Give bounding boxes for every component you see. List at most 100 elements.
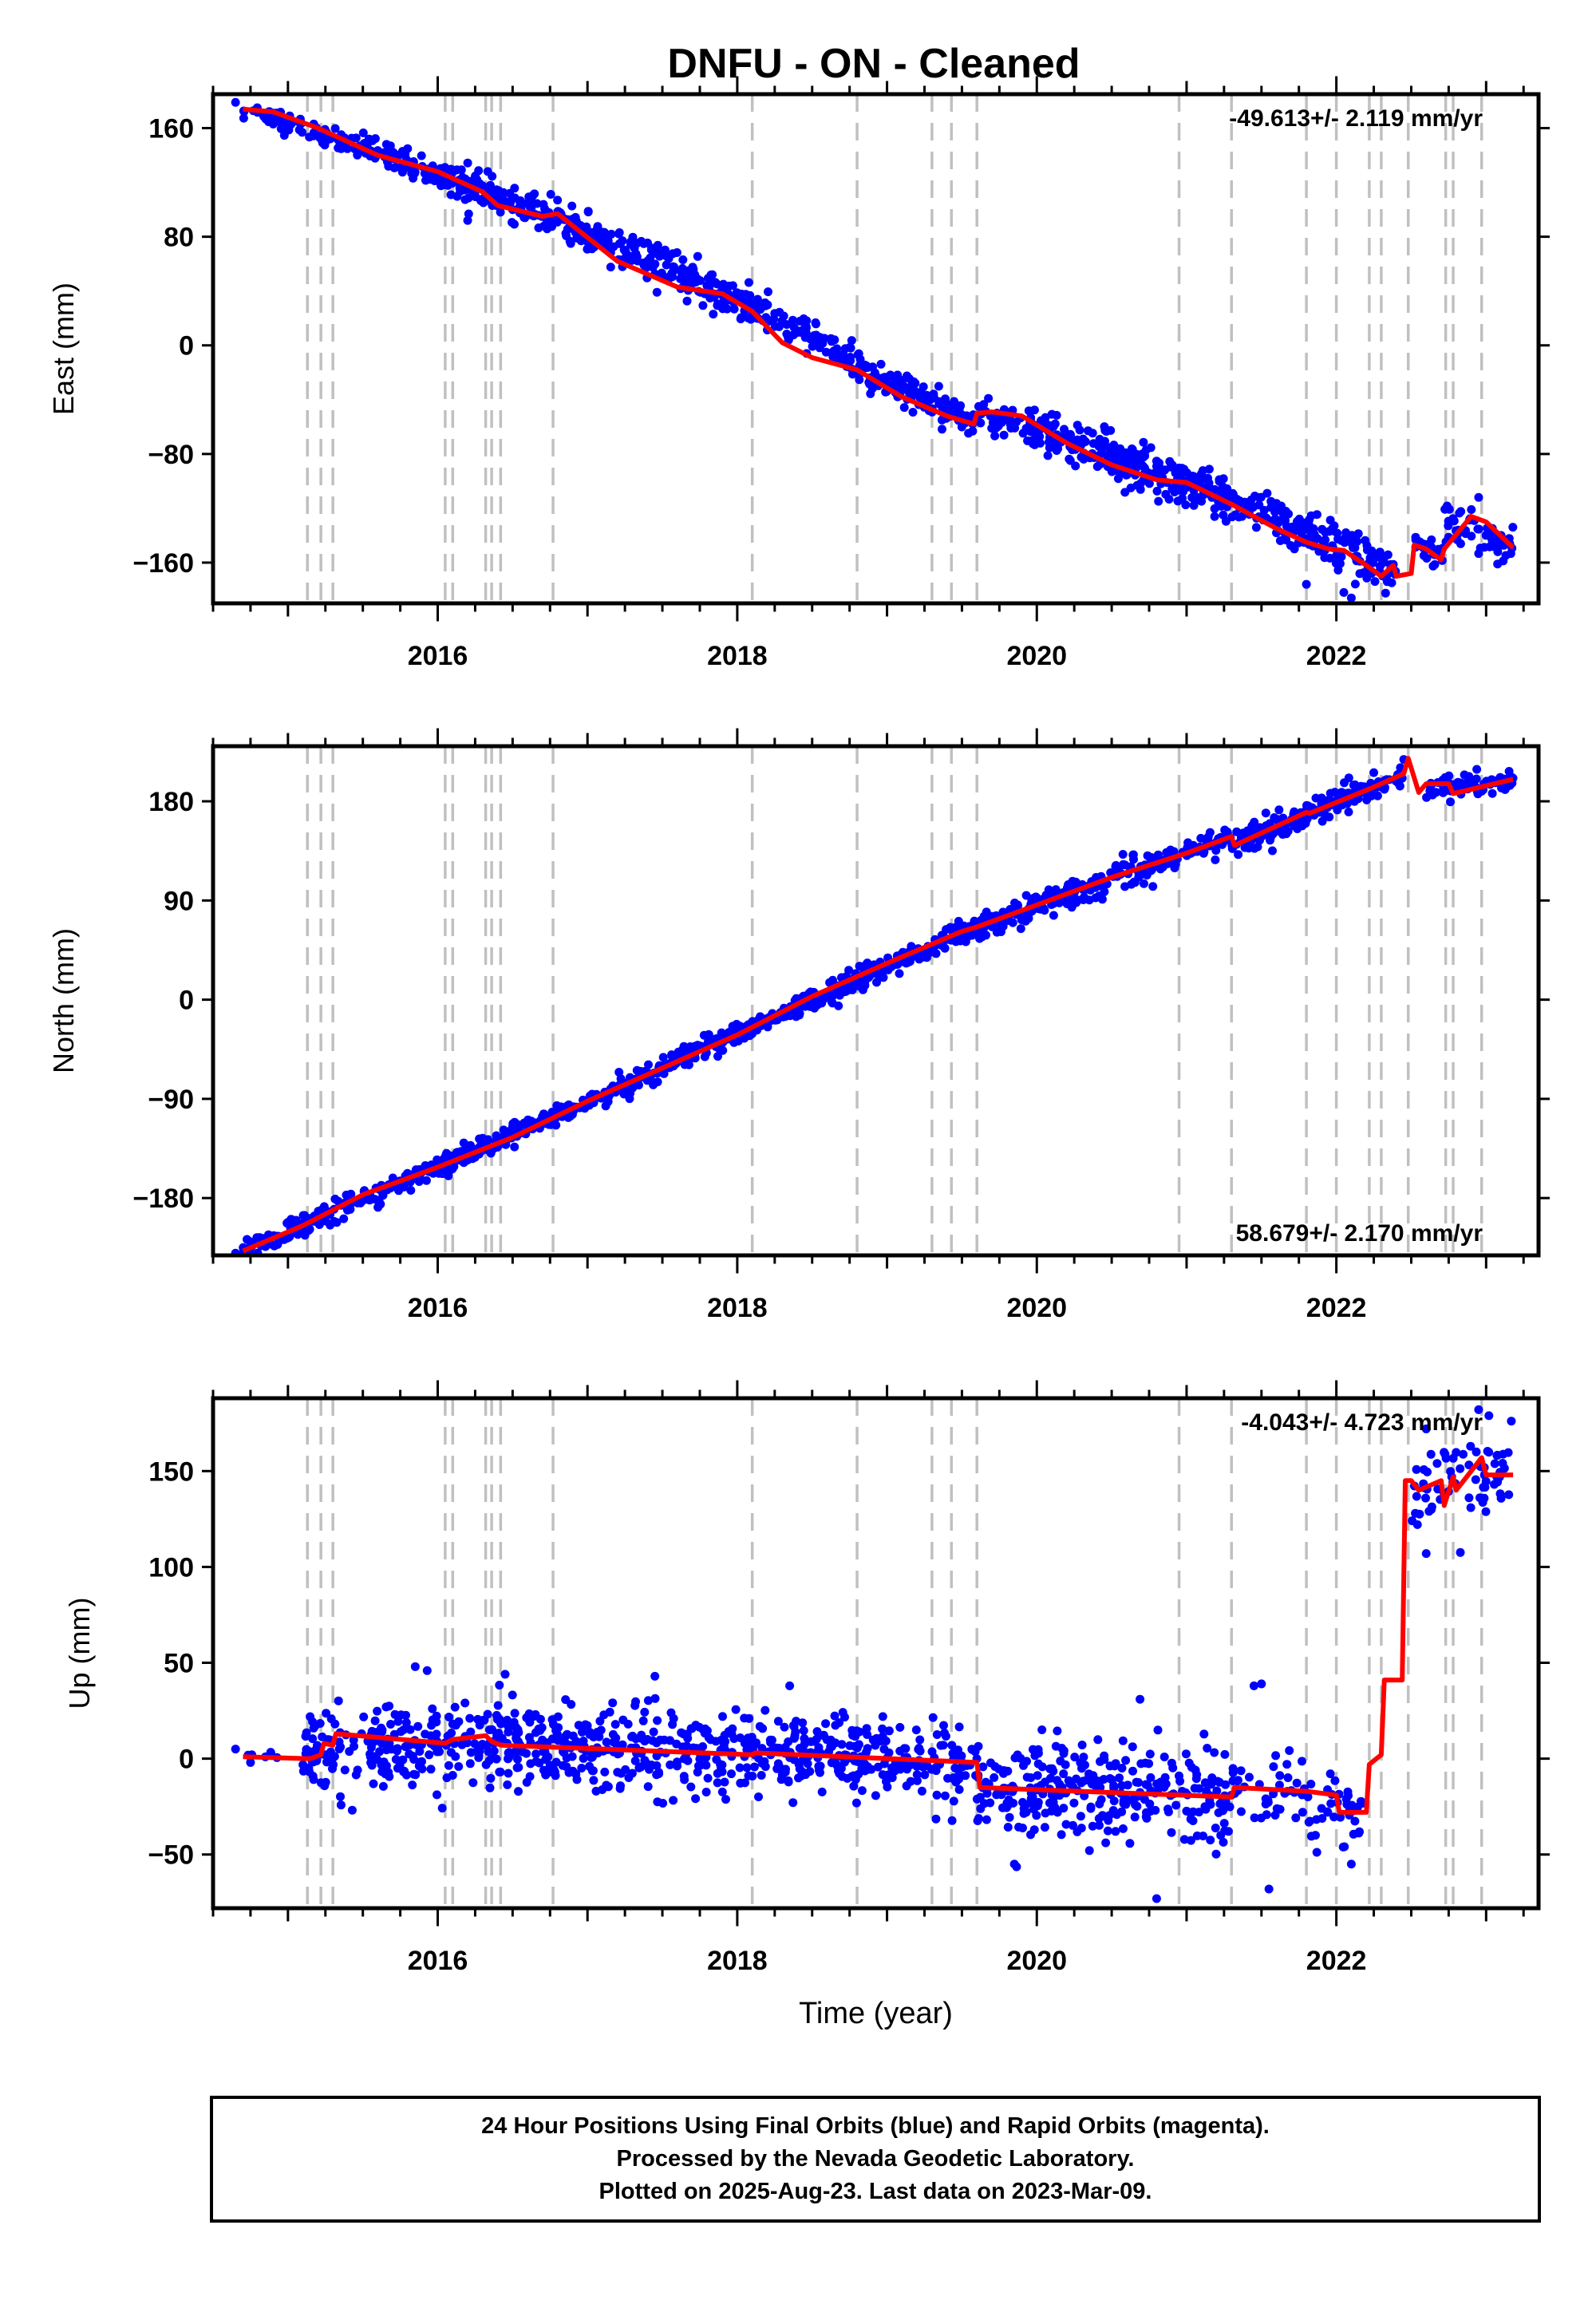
observation-point — [512, 1729, 521, 1739]
observation-point — [367, 1726, 377, 1736]
observation-point — [740, 1713, 749, 1723]
observation-point — [1068, 900, 1077, 910]
observation-point — [377, 1725, 387, 1735]
observation-point — [1001, 1803, 1011, 1812]
observation-point — [1032, 895, 1041, 904]
footer-frame — [210, 2096, 1541, 2223]
observation-point — [496, 1767, 505, 1777]
observation-point — [669, 1713, 678, 1723]
observation-point — [1093, 1735, 1103, 1745]
y-tick-label: 160 — [148, 114, 194, 144]
observation-point — [719, 1741, 729, 1750]
observation-point — [872, 1733, 881, 1743]
observation-point — [1145, 1799, 1155, 1808]
observation-point — [717, 1767, 727, 1777]
observation-point — [426, 1765, 436, 1774]
observation-point — [666, 1760, 675, 1769]
observation-point — [713, 1052, 722, 1061]
observation-point — [1009, 1860, 1019, 1869]
observation-point — [1432, 1459, 1442, 1468]
observation-point — [805, 1767, 815, 1777]
observation-point — [454, 1762, 464, 1771]
observation-point — [1164, 495, 1174, 504]
observation-point — [917, 1786, 926, 1796]
observation-point — [1283, 827, 1293, 836]
observation-point — [1479, 1483, 1488, 1492]
observation-point — [1028, 1792, 1037, 1802]
observation-point — [1112, 447, 1121, 456]
observation-point — [902, 958, 911, 968]
observation-point — [1381, 588, 1390, 598]
observation-point — [409, 173, 418, 183]
observation-point — [1110, 1761, 1120, 1771]
observation-point — [1097, 895, 1107, 904]
observation-point — [1329, 1812, 1339, 1822]
observation-point — [406, 1186, 416, 1195]
observation-point — [704, 1733, 713, 1742]
observation-point — [1250, 817, 1259, 827]
observation-point — [1272, 499, 1281, 508]
observation-point — [1298, 1808, 1307, 1817]
x-tick-label: 2022 — [1306, 1293, 1367, 1323]
observation-point — [1207, 1780, 1216, 1789]
observation-point — [1203, 1744, 1212, 1753]
observation-point — [1325, 553, 1335, 563]
observation-point — [504, 1769, 513, 1778]
observation-point — [1216, 501, 1226, 511]
observation-point — [746, 314, 756, 324]
observation-point — [817, 1787, 827, 1796]
observation-point — [1440, 1448, 1449, 1457]
observation-point — [401, 1718, 411, 1727]
observation-point — [1228, 1768, 1238, 1777]
observation-point — [764, 287, 772, 297]
observation-point — [1317, 1804, 1326, 1813]
observation-point — [1065, 454, 1074, 464]
observation-point — [509, 1717, 519, 1727]
observation-point — [931, 1762, 941, 1772]
observation-point — [1049, 911, 1058, 920]
observation-point — [1257, 1679, 1266, 1689]
observation-point — [463, 158, 472, 168]
observation-point — [1297, 528, 1306, 538]
observation-point — [422, 1666, 432, 1675]
observation-point — [1341, 528, 1351, 537]
observation-point — [1408, 1516, 1417, 1526]
observation-point — [598, 1785, 607, 1794]
observation-point — [365, 1752, 375, 1761]
observation-point — [978, 1762, 988, 1772]
observation-point — [1283, 1773, 1293, 1782]
observation-point — [878, 1724, 887, 1733]
observation-point — [464, 193, 473, 203]
observation-point — [545, 216, 555, 225]
observation-point — [1425, 786, 1435, 796]
observation-point — [728, 1724, 737, 1733]
observation-point — [1118, 1736, 1128, 1745]
observation-point — [1029, 439, 1037, 449]
y-tick-label: 100 — [148, 1552, 194, 1583]
observation-point — [1130, 1812, 1140, 1822]
observation-point — [1272, 1804, 1282, 1813]
observation-point — [1255, 836, 1264, 845]
observation-point — [389, 163, 399, 172]
observation-point — [681, 271, 690, 281]
observation-point — [756, 1012, 765, 1022]
observation-point — [632, 1065, 642, 1075]
observation-point — [319, 1202, 329, 1211]
observation-point — [308, 1734, 318, 1744]
observation-point — [328, 1764, 337, 1773]
observation-point — [954, 1774, 964, 1784]
observation-point — [1313, 534, 1322, 543]
observation-point — [1422, 792, 1432, 802]
observation-point — [1312, 1848, 1321, 1857]
observation-point — [512, 1121, 522, 1131]
y-axis-label: Up (mm) — [63, 1598, 96, 1709]
observation-point — [1490, 1459, 1499, 1468]
observation-point — [1357, 781, 1365, 791]
x-axis-label: Time (year) — [799, 1997, 953, 2030]
observation-point — [911, 1725, 921, 1735]
observation-point — [255, 1233, 264, 1243]
observation-point — [973, 1816, 982, 1825]
observation-point — [601, 1101, 610, 1111]
observation-point — [1224, 492, 1234, 501]
observation-point — [813, 1745, 823, 1755]
